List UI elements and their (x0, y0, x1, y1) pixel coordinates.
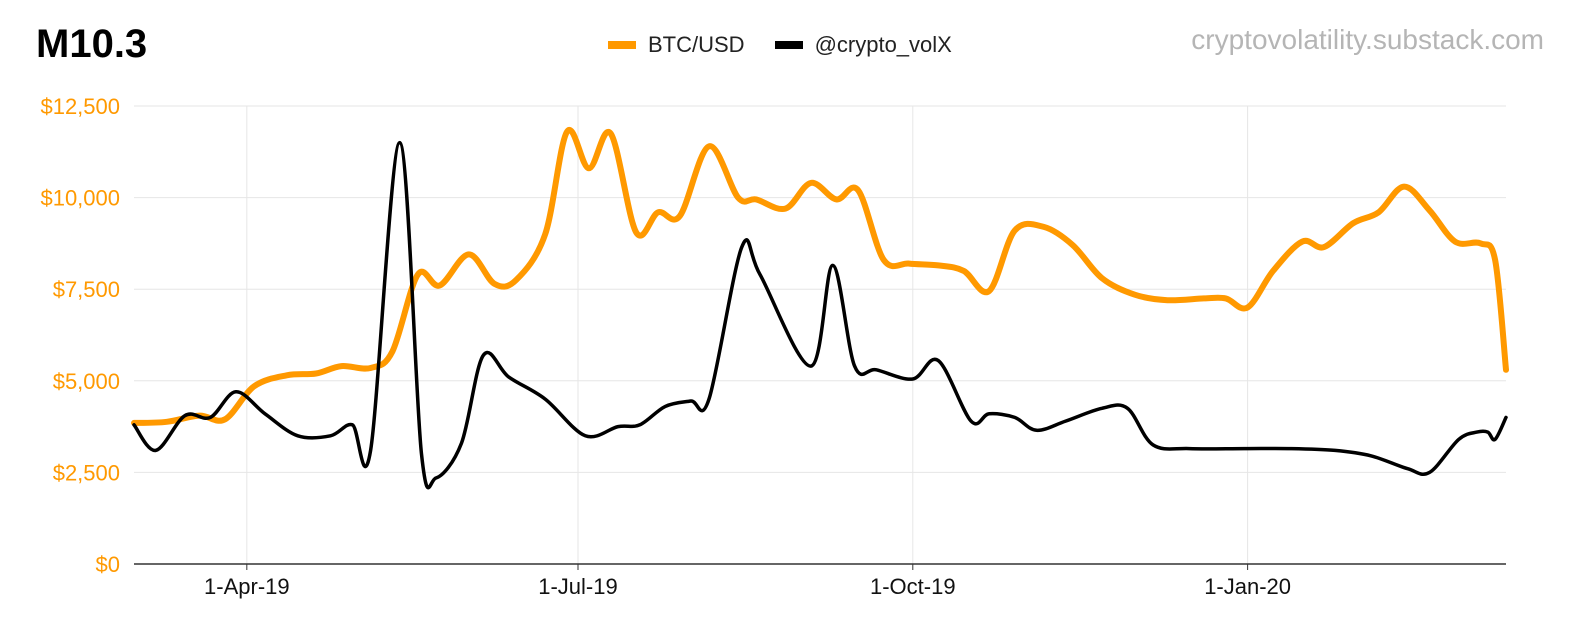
series-line-crypto-volx (132, 140, 1508, 490)
legend-swatch-volx (774, 41, 803, 49)
x-tick-label: 1-Jan-20 (1204, 574, 1291, 599)
y-tick-label: $10,000 (40, 186, 120, 211)
legend-swatch-btc (608, 41, 636, 49)
y-tick-label: $5,000 (53, 369, 120, 394)
y-tick-label: $0 (96, 552, 120, 577)
x-tick-label: 1-Oct-19 (870, 574, 956, 599)
legend-label-btc: BTC/USD (648, 32, 745, 57)
y-tick-label: $12,500 (40, 94, 120, 119)
x-tick-label: 1-Jul-19 (538, 574, 617, 599)
y-tick-label: $2,500 (53, 460, 120, 485)
legend-item-volx: @crypto_volX (774, 32, 952, 58)
x-tick-label: 1-Apr-19 (204, 574, 290, 599)
watermark: cryptovolatility.substack.com (1191, 24, 1544, 55)
series-line-btc-usd (131, 126, 1509, 426)
legend: BTC/USD @crypto_volX (608, 32, 982, 58)
y-tick-label: $7,500 (53, 277, 120, 302)
legend-label-volx: @crypto_volX (814, 32, 952, 57)
legend-item-btc: BTC/USD (608, 32, 745, 58)
chart-title: M10.3 (36, 22, 148, 66)
